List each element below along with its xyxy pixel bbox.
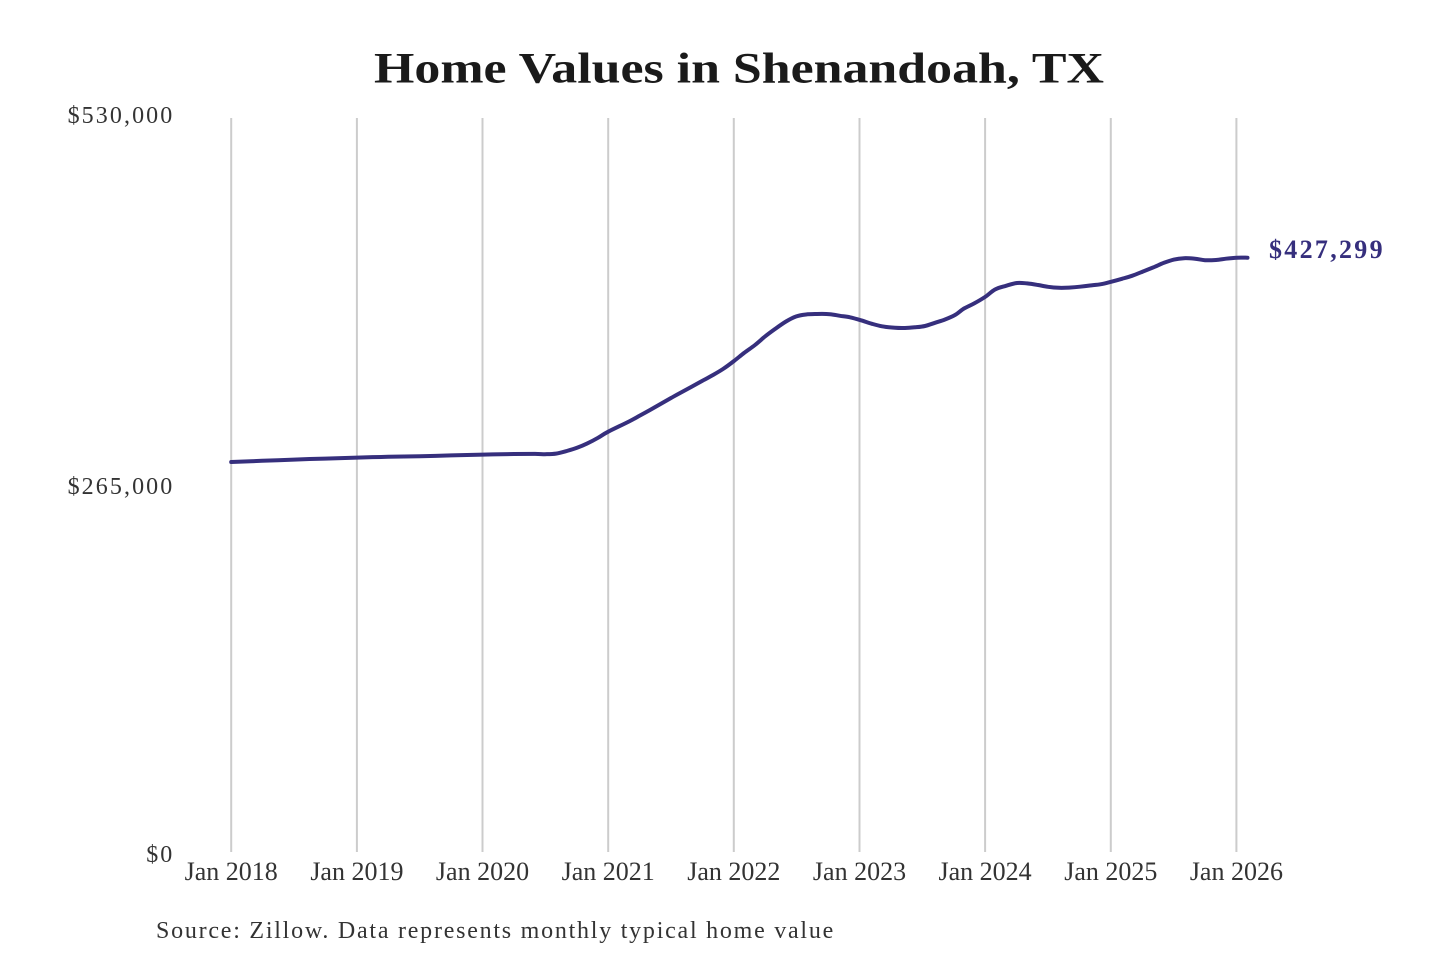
svg-text:$265,000: $265,000 [68, 474, 175, 500]
svg-text:Jan 2019: Jan 2019 [310, 857, 403, 886]
svg-text:Jan 2023: Jan 2023 [813, 857, 906, 886]
svg-text:Jan 2024: Jan 2024 [939, 857, 1032, 886]
svg-text:$427,299: $427,299 [1269, 235, 1385, 264]
svg-text:Jan 2022: Jan 2022 [687, 857, 780, 886]
svg-text:Home Values in Shenandoah, TX: Home Values in Shenandoah, TX [374, 46, 1104, 93]
svg-text:Jan 2020: Jan 2020 [436, 857, 529, 886]
svg-text:$530,000: $530,000 [68, 103, 175, 129]
svg-text:Source: Zillow. Data represent: Source: Zillow. Data represents monthly … [156, 918, 835, 944]
svg-text:Jan 2026: Jan 2026 [1190, 857, 1283, 886]
svg-text:$0: $0 [146, 842, 174, 868]
svg-text:Jan 2021: Jan 2021 [562, 857, 655, 886]
svg-text:Jan 2018: Jan 2018 [185, 857, 278, 886]
svg-text:Jan 2025: Jan 2025 [1064, 857, 1157, 886]
